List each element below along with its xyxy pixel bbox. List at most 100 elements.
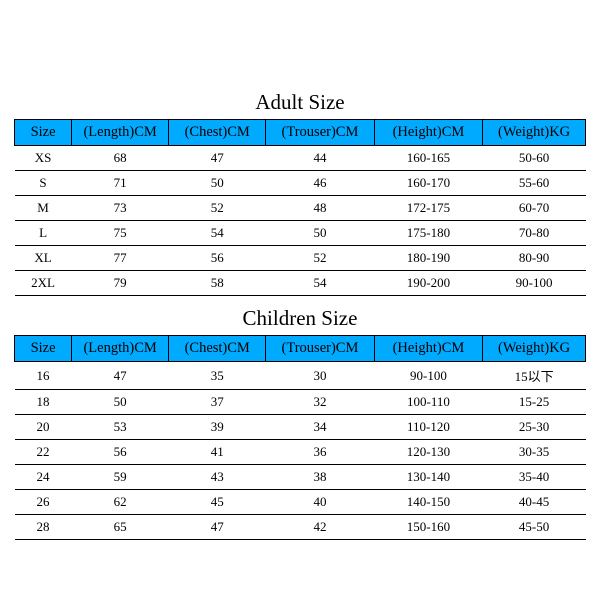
- cell: 18: [15, 390, 72, 415]
- cell: 90-100: [483, 271, 586, 296]
- cell: 15-25: [483, 390, 586, 415]
- cell: 30-35: [483, 440, 586, 465]
- cell: 36: [266, 440, 374, 465]
- cell: 55-60: [483, 171, 586, 196]
- table-row: XS 68 47 44 160-165 50-60: [15, 146, 586, 171]
- cell: 41: [169, 440, 266, 465]
- table-row: 28 65 47 42 150-160 45-50: [15, 515, 586, 540]
- cell: 44: [266, 146, 374, 171]
- cell: 130-140: [374, 465, 482, 490]
- cell: L: [15, 221, 72, 246]
- cell: 77: [72, 246, 169, 271]
- cell: 50: [72, 390, 169, 415]
- children-tbody: 16 47 35 30 90-100 15以下 18 50 37 32 100-…: [15, 362, 586, 540]
- cell: 70-80: [483, 221, 586, 246]
- cell: 32: [266, 390, 374, 415]
- section-gap: [14, 296, 586, 306]
- table-row: S 71 50 46 160-170 55-60: [15, 171, 586, 196]
- cell: 59: [72, 465, 169, 490]
- cell: 53: [72, 415, 169, 440]
- cell: 35-40: [483, 465, 586, 490]
- size-chart-container: Adult Size Size (Length)CM (Chest)CM (Tr…: [0, 0, 600, 600]
- cell: 54: [266, 271, 374, 296]
- col-height: (Height)CM: [374, 336, 482, 362]
- cell: 56: [169, 246, 266, 271]
- adult-header-row: Size (Length)CM (Chest)CM (Trouser)CM (H…: [15, 120, 586, 146]
- cell: 39: [169, 415, 266, 440]
- col-height: (Height)CM: [374, 120, 482, 146]
- cell: 58: [169, 271, 266, 296]
- cell: 43: [169, 465, 266, 490]
- cell: 79: [72, 271, 169, 296]
- cell: 40-45: [483, 490, 586, 515]
- col-length: (Length)CM: [72, 336, 169, 362]
- table-row: 16 47 35 30 90-100 15以下: [15, 362, 586, 390]
- cell: 160-170: [374, 171, 482, 196]
- table-row: L 75 54 50 175-180 70-80: [15, 221, 586, 246]
- cell: 42: [266, 515, 374, 540]
- cell: 47: [169, 146, 266, 171]
- cell: 150-160: [374, 515, 482, 540]
- col-length: (Length)CM: [72, 120, 169, 146]
- col-trouser: (Trouser)CM: [266, 120, 374, 146]
- cell: 65: [72, 515, 169, 540]
- cell: 45-50: [483, 515, 586, 540]
- cell: 48: [266, 196, 374, 221]
- cell: XL: [15, 246, 72, 271]
- col-chest: (Chest)CM: [169, 336, 266, 362]
- adult-title: Adult Size: [14, 90, 586, 115]
- cell: 22: [15, 440, 72, 465]
- cell: 47: [72, 362, 169, 390]
- cell: 38: [266, 465, 374, 490]
- cell: 56: [72, 440, 169, 465]
- cell: 73: [72, 196, 169, 221]
- cell: 172-175: [374, 196, 482, 221]
- cell: 30: [266, 362, 374, 390]
- cell: 90-100: [374, 362, 482, 390]
- cell: 140-150: [374, 490, 482, 515]
- col-weight: (Weight)KG: [483, 336, 586, 362]
- table-row: 24 59 43 38 130-140 35-40: [15, 465, 586, 490]
- cell: S: [15, 171, 72, 196]
- cell: 50: [266, 221, 374, 246]
- cell: 80-90: [483, 246, 586, 271]
- cell: 180-190: [374, 246, 482, 271]
- adult-table: Size (Length)CM (Chest)CM (Trouser)CM (H…: [14, 119, 586, 296]
- cell: 16: [15, 362, 72, 390]
- cell: 175-180: [374, 221, 482, 246]
- cell: 110-120: [374, 415, 482, 440]
- cell: 2XL: [15, 271, 72, 296]
- table-row: 18 50 37 32 100-110 15-25: [15, 390, 586, 415]
- cell: 28: [15, 515, 72, 540]
- col-size: Size: [15, 120, 72, 146]
- cell: 71: [72, 171, 169, 196]
- cell: 50-60: [483, 146, 586, 171]
- children-table: Size (Length)CM (Chest)CM (Trouser)CM (H…: [14, 335, 586, 540]
- cell: 15以下: [483, 362, 586, 390]
- col-size: Size: [15, 336, 72, 362]
- cell: 190-200: [374, 271, 482, 296]
- cell: XS: [15, 146, 72, 171]
- children-header-row: Size (Length)CM (Chest)CM (Trouser)CM (H…: [15, 336, 586, 362]
- cell: 26: [15, 490, 72, 515]
- table-row: 20 53 39 34 110-120 25-30: [15, 415, 586, 440]
- col-trouser: (Trouser)CM: [266, 336, 374, 362]
- col-weight: (Weight)KG: [483, 120, 586, 146]
- cell: 45: [169, 490, 266, 515]
- cell: 34: [266, 415, 374, 440]
- cell: 46: [266, 171, 374, 196]
- table-row: XL 77 56 52 180-190 80-90: [15, 246, 586, 271]
- cell: 160-165: [374, 146, 482, 171]
- cell: 24: [15, 465, 72, 490]
- cell: 60-70: [483, 196, 586, 221]
- table-row: 26 62 45 40 140-150 40-45: [15, 490, 586, 515]
- cell: 100-110: [374, 390, 482, 415]
- cell: 50: [169, 171, 266, 196]
- table-row: 2XL 79 58 54 190-200 90-100: [15, 271, 586, 296]
- cell: 47: [169, 515, 266, 540]
- cell: 120-130: [374, 440, 482, 465]
- cell: 52: [169, 196, 266, 221]
- cell: 40: [266, 490, 374, 515]
- cell: 20: [15, 415, 72, 440]
- cell: 37: [169, 390, 266, 415]
